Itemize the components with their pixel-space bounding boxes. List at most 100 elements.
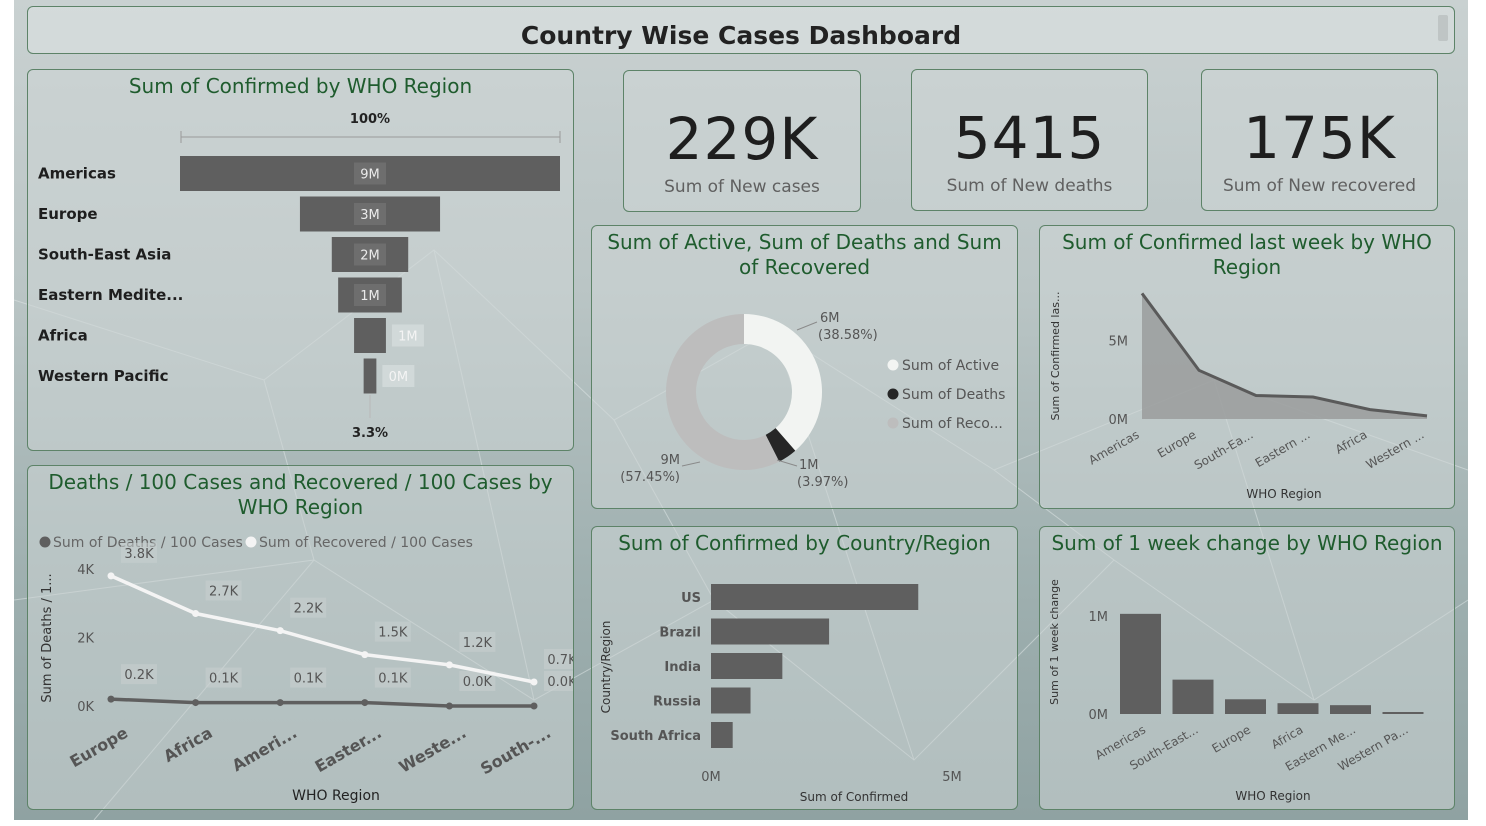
line-x-tick: Europe <box>66 723 131 771</box>
line-data-label-bg <box>544 649 573 670</box>
vbar-bar <box>1382 712 1424 714</box>
line-legend-label: Sum of Recovered / 100 Cases <box>259 535 473 551</box>
vbar-y-tick: 1M <box>1089 610 1109 625</box>
hbar-category-label: Russia <box>653 695 701 710</box>
area-y-tick: 0M <box>1109 413 1129 428</box>
vbar-bar <box>1120 613 1161 714</box>
line-card: Deaths / 100 Cases and Recovered / 100 C… <box>27 465 574 810</box>
line-point <box>445 702 453 710</box>
line-data-label-bg <box>121 542 157 563</box>
donut-slice <box>765 428 796 462</box>
kpi-new-deaths-label: Sum of New deaths <box>946 176 1113 196</box>
donut-title: Sum of Active, Sum of Deaths and Sum of … <box>607 230 1002 279</box>
hbar-card: Sum of Confirmed by Country/Region US Bra… <box>591 526 1018 810</box>
hbar-category-label: US <box>681 591 701 606</box>
hbar-x-axis-title: Sum of Confirmed <box>800 790 908 804</box>
funnel-data-label: 0M <box>389 370 409 385</box>
line-data-label-bg <box>459 631 496 652</box>
line-x-tick: South-... <box>477 723 554 778</box>
vbar-x-tick: Europe <box>1209 722 1253 755</box>
line-x-tick: Easter... <box>312 723 385 776</box>
line-point <box>445 661 453 669</box>
funnel-category-label: Europe <box>38 205 98 223</box>
header-bar: Country Wise Cases Dashboard <box>27 6 1455 54</box>
funnel-title: Sum of Confirmed by WHO Region <box>128 74 473 98</box>
line-point <box>530 702 538 710</box>
line-data-label: 0.0K <box>463 675 493 690</box>
donut-legend-marker <box>887 417 899 429</box>
line-point <box>361 651 369 659</box>
line-data-label: 0.1K <box>209 672 239 687</box>
line-data-label: 2.7K <box>209 585 239 600</box>
line-x-tick: Ameri... <box>229 723 300 775</box>
funnel-bar <box>363 358 377 394</box>
hbar-bar <box>711 618 830 645</box>
vbar-bar <box>1330 705 1371 714</box>
funnel-category-label: Americas <box>38 165 116 183</box>
hbar-category-label: South Africa <box>610 729 701 744</box>
line-data-label: 0.2K <box>124 668 154 683</box>
donut-legend-marker <box>887 359 899 371</box>
area-card: Sum of Confirmed last week by WHO Region… <box>1039 225 1455 509</box>
line-point <box>192 699 200 707</box>
line-y-tick: 0K <box>77 700 94 715</box>
line-data-label-bg <box>544 671 573 691</box>
kpi-new-recovered-label: Sum of New recovered <box>1222 176 1416 196</box>
hbar-bar <box>711 584 919 610</box>
hbar-bar <box>711 653 783 679</box>
kpi-new-deaths-card: 5415 Sum of New deaths <box>911 69 1148 211</box>
donut-callout-percent: (3.97%) <box>797 475 848 490</box>
line-data-label-bg <box>374 621 411 642</box>
area-fill <box>1142 293 1427 419</box>
line-data-label-bg <box>459 671 496 691</box>
line-series-path <box>110 574 535 684</box>
area-x-tick: Western ... <box>1364 427 1427 471</box>
vbar-y-tick: 0M <box>1089 708 1109 723</box>
donut-callout-line <box>796 321 818 331</box>
vbar-x-axis-title: WHO Region <box>1235 789 1310 803</box>
funnel-data-label-bg <box>382 365 415 387</box>
vbar-y-axis-title: Sum of 1 week change <box>1048 579 1061 705</box>
line-data-label: 0.1K <box>294 672 324 687</box>
donut-legend-marker <box>887 388 899 400</box>
line-y-tick: 2K <box>77 632 94 647</box>
line-x-tick: Africa <box>160 723 215 766</box>
area-title: Sum of Confirmed last week by WHO Region <box>1062 230 1432 279</box>
funnel-category-label: South-East Asia <box>38 246 171 264</box>
line-point <box>361 699 369 707</box>
area-y-tick: 5M <box>1109 335 1129 350</box>
line-point <box>107 695 115 703</box>
line-data-label-bg <box>205 580 242 601</box>
line-point <box>276 699 284 707</box>
funnel-chart: 100% Americas 9M Europe 3M South-East Asia 2M E… <box>38 112 561 441</box>
funnel-bar <box>354 318 386 353</box>
area-x-tick: Americas <box>1086 427 1141 467</box>
kpi-new-recovered-value: 175K <box>1243 104 1396 172</box>
kpi-new-cases-label: Sum of New cases <box>664 177 820 197</box>
scrollbar-handle[interactable] <box>1438 15 1448 41</box>
line-point <box>276 627 284 635</box>
line-point <box>192 610 200 618</box>
donut-legend-label: Sum of Deaths <box>902 387 1005 403</box>
funnel-data-label: 9M <box>360 168 380 183</box>
kpi-new-deaths-value: 5415 <box>953 104 1106 172</box>
funnel-category-label: Eastern Medite... <box>38 286 183 304</box>
funnel-data-label-bg <box>354 162 386 185</box>
dashboard-title: Country Wise Cases Dashboard <box>520 21 962 50</box>
donut-callout-percent: (38.58%) <box>818 328 878 343</box>
funnel-data-label-bg <box>354 203 386 225</box>
kpi-new-cases-card: 229K Sum of New cases <box>623 70 861 212</box>
line-data-label: 1.5K <box>378 626 408 641</box>
donut-legend-label: Sum of Reco... <box>902 416 1003 432</box>
area-x-tick: Eastern ... <box>1253 427 1313 470</box>
funnel-data-label: 1M <box>360 289 380 304</box>
funnel-data-label-bg <box>354 243 386 266</box>
line-data-label: 0.1K <box>378 672 408 687</box>
funnel-category-label: Western Pacific <box>38 367 169 385</box>
donut-card: Sum of Active, Sum of Deaths and Sum of … <box>591 225 1018 509</box>
donut-callout-value: 1M <box>799 458 819 473</box>
line-legend-marker <box>39 536 51 548</box>
line-data-label-bg <box>290 597 327 618</box>
vbar-title: Sum of 1 week change by WHO Region <box>1051 531 1443 555</box>
line-data-label-bg <box>205 667 242 688</box>
